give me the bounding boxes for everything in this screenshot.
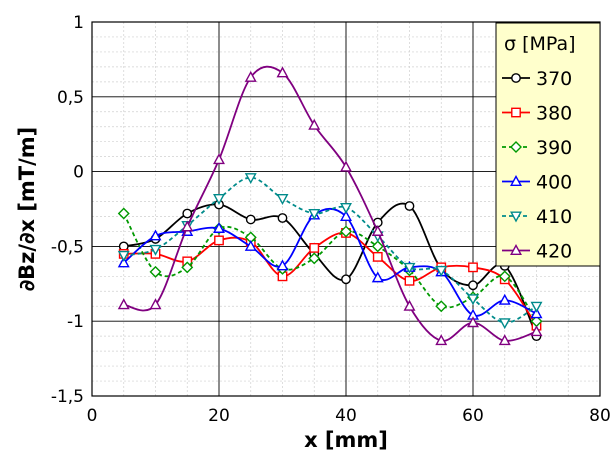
data-point-410 xyxy=(467,294,479,306)
legend: σ [MPa] 370 380 390 400 410 420 xyxy=(495,22,601,267)
data-point-420 xyxy=(530,325,543,337)
data-point-400 xyxy=(371,271,384,283)
data-point-410 xyxy=(149,244,162,256)
data-point-370 xyxy=(404,201,415,211)
data-point-370 xyxy=(468,280,478,291)
legend-item-370: 370 xyxy=(502,68,572,90)
data-point-390 xyxy=(371,240,384,253)
data-point-420 xyxy=(117,298,130,310)
data-point-410 xyxy=(340,203,352,214)
legend-item-420: 420 xyxy=(502,241,572,263)
y-tick-label: -1,5 xyxy=(51,387,84,407)
data-point-380 xyxy=(372,251,383,262)
data-point-380 xyxy=(309,242,320,253)
x-tick-label: 20 xyxy=(208,406,230,426)
data-point-400 xyxy=(213,221,225,233)
data-point-390 xyxy=(181,261,194,274)
x-tick-label: 40 xyxy=(335,406,357,426)
legend-marker xyxy=(510,244,522,256)
legend-label: 410 xyxy=(536,206,572,228)
data-point-410 xyxy=(117,250,130,262)
data-point-390 xyxy=(308,252,321,265)
legend-item-410: 410 xyxy=(502,206,572,228)
legend-label: 420 xyxy=(536,241,572,263)
data-point-420 xyxy=(403,299,416,311)
legend-label: 400 xyxy=(536,172,572,194)
data-point-420 xyxy=(498,334,511,346)
y-axis-label: ∂Bz/∂x [mT/m] xyxy=(15,127,39,292)
y-tick-label: 0,5 xyxy=(57,88,84,108)
y-tick-label: -0,5 xyxy=(51,237,84,257)
legend-label: 380 xyxy=(536,103,572,125)
y-tick-label: 1 xyxy=(73,13,84,33)
data-point-390 xyxy=(340,225,352,238)
series-410 xyxy=(117,173,543,330)
data-point-370 xyxy=(277,213,288,223)
data-point-420 xyxy=(435,334,448,346)
legend-marker xyxy=(510,175,522,187)
data-point-370 xyxy=(341,274,351,285)
series-layer xyxy=(117,65,543,346)
data-point-400 xyxy=(530,307,543,319)
legend-item-390: 390 xyxy=(502,137,572,159)
data-point-420 xyxy=(371,224,384,236)
x-tick-label: 80 xyxy=(589,406,611,426)
legend-marker xyxy=(510,211,522,223)
legend-title: σ [MPa] xyxy=(504,33,576,55)
data-point-410 xyxy=(308,208,321,220)
data-point-410 xyxy=(498,318,511,330)
y-tick-label: 0 xyxy=(73,163,84,183)
data-point-370 xyxy=(182,208,193,219)
data-point-410 xyxy=(530,301,543,313)
data-point-410 xyxy=(244,173,257,185)
data-point-410 xyxy=(213,194,225,205)
data-point-400 xyxy=(244,239,257,251)
legend-label: 390 xyxy=(536,137,572,159)
data-point-420 xyxy=(276,66,289,78)
data-point-380 xyxy=(404,275,415,286)
x-tick-label: 60 xyxy=(462,406,484,426)
data-point-380 xyxy=(214,235,224,246)
data-point-420 xyxy=(244,70,257,82)
data-point-420 xyxy=(308,118,321,130)
data-point-420 xyxy=(467,316,479,328)
data-point-370 xyxy=(245,214,256,225)
data-point-400 xyxy=(149,229,162,241)
data-point-380 xyxy=(468,262,478,273)
data-point-410 xyxy=(276,194,289,205)
tick-labels: 0 20 40 60 80 -1,5 -1 -0,5 0 0,5 1 xyxy=(51,13,611,426)
data-point-420 xyxy=(181,220,194,232)
legend-item-400: 400 xyxy=(502,172,572,194)
legend-marker xyxy=(511,73,521,83)
data-point-400 xyxy=(340,210,352,221)
data-point-420 xyxy=(213,153,225,165)
data-point-400 xyxy=(276,259,289,271)
legend-marker xyxy=(511,107,521,118)
data-point-400 xyxy=(498,293,511,305)
data-point-390 xyxy=(498,270,511,283)
data-point-390 xyxy=(117,207,130,220)
legend-label: 370 xyxy=(536,68,572,90)
legend-item-380: 380 xyxy=(502,103,572,125)
data-point-390 xyxy=(435,300,448,313)
legend-marker xyxy=(510,141,522,153)
data-point-420 xyxy=(149,298,162,310)
data-point-420 xyxy=(340,160,352,172)
data-point-390 xyxy=(149,265,162,278)
data-point-410 xyxy=(435,265,448,277)
data-point-410 xyxy=(403,262,416,274)
data-point-400 xyxy=(117,256,130,268)
y-tick-label: -1 xyxy=(67,312,84,332)
x-tick-label: 0 xyxy=(87,406,98,426)
x-axis-label: x [mm] xyxy=(304,428,388,452)
series-420 xyxy=(117,65,543,346)
